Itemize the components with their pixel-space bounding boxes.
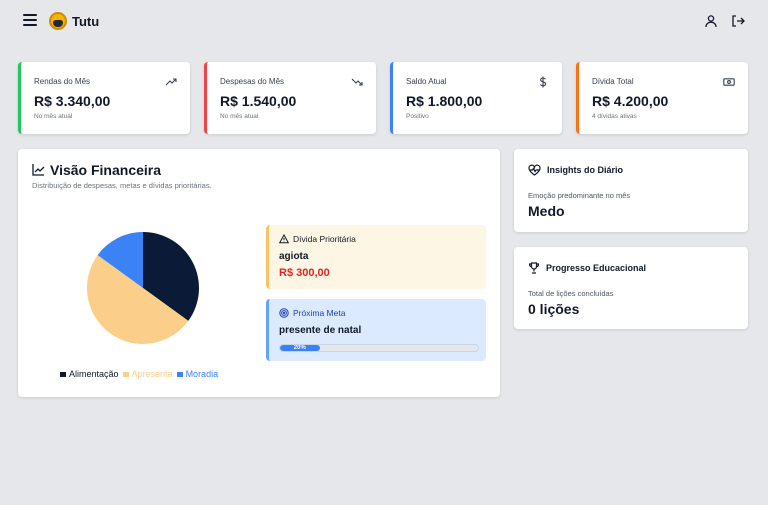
stat-value: R$ 1.540,00 — [220, 93, 297, 109]
education-label: Total de lições concluídas — [528, 289, 614, 298]
legend-label: Alimentação — [69, 369, 119, 379]
education-value: 0 lições — [528, 301, 580, 317]
priority-debt-box: Dívida Prioritária agiota R$ 300,00 — [266, 225, 486, 289]
legend-swatch — [176, 371, 183, 377]
line-chart-icon — [32, 164, 45, 176]
legend-item: Moradia — [176, 369, 219, 379]
app-logo — [49, 12, 67, 30]
banknote-icon — [723, 78, 735, 86]
logout-icon[interactable] — [731, 14, 745, 28]
legend-swatch — [60, 371, 66, 377]
stat-label: Despesas do Mês — [220, 77, 285, 86]
education-title: Progresso Educacional — [546, 263, 647, 273]
education-progress-card: Progresso Educacional Total de lições co… — [514, 247, 748, 329]
pie-slice-moradia — [97, 232, 143, 288]
next-goal-heading: Próxima Meta — [279, 308, 345, 318]
menu-icon[interactable] — [23, 14, 37, 26]
next-goal-box: Próxima Meta presente de natal 20% — [266, 299, 486, 361]
stat-card-income: Rendas do Mês R$ 3.340,00 No mês atual — [18, 62, 190, 134]
stat-label: Saldo Atual — [406, 77, 447, 86]
alert-triangle-icon — [279, 234, 289, 244]
trending-up-icon — [165, 78, 177, 86]
stat-subtext: Positivo — [406, 113, 429, 120]
financial-title: Visão Financeira — [50, 162, 162, 178]
stat-value: R$ 3.340,00 — [34, 93, 111, 109]
legend-label: Apresenta — [131, 369, 173, 379]
chart-legend: Alimentação Apresenta Moradia — [60, 369, 218, 379]
stat-subtext: No mês atual — [34, 113, 73, 120]
priority-debt-heading: Dívida Prioritária — [279, 234, 356, 244]
trophy-icon — [528, 262, 540, 274]
goal-progress-bar: 20% — [279, 344, 479, 352]
pie-slice-alimentação — [143, 232, 200, 321]
dollar-icon — [539, 76, 547, 88]
pie-slice-apresenta — [87, 255, 189, 344]
user-icon[interactable] — [704, 14, 718, 28]
stat-value: R$ 1.800,00 — [406, 93, 483, 109]
financial-subtitle: Distribuição de despesas, metas e dívida… — [32, 181, 212, 190]
top-bar: Tutu — [0, 0, 768, 44]
legend-item: Apresenta — [122, 369, 173, 379]
next-goal-name: presente de natal — [279, 325, 362, 336]
priority-debt-amount: R$ 300,00 — [279, 267, 330, 279]
insights-label: Emoção predominante no mês — [528, 191, 631, 200]
stat-subtext: No mês atual — [220, 113, 259, 120]
legend-item: Alimentação — [60, 369, 119, 379]
stat-card-balance: Saldo Atual R$ 1.800,00 Positivo — [390, 62, 562, 134]
stat-card-debt: Dívida Total R$ 4.200,00 4 dívidas ativa… — [576, 62, 748, 134]
education-heading: Progresso Educacional — [528, 262, 646, 274]
priority-debt-name: agiota — [279, 251, 309, 262]
heart-pulse-icon — [528, 164, 541, 176]
expense-pie-chart — [87, 232, 200, 344]
insights-value: Medo — [528, 203, 565, 219]
priority-debt-heading-text: Dívida Prioritária — [293, 234, 356, 244]
trending-down-icon — [351, 78, 363, 86]
app-title: Tutu — [72, 14, 100, 29]
legend-swatch — [122, 371, 129, 377]
stat-value: R$ 4.200,00 — [592, 93, 669, 109]
insights-heading: Insights do Diário — [528, 164, 623, 176]
stat-label: Rendas do Mês — [34, 77, 91, 86]
stat-subtext: 4 dívidas ativas — [592, 113, 637, 120]
stat-card-expenses: Despesas do Mês R$ 1.540,00 No mês atual — [204, 62, 376, 134]
financial-overview-card: Visão Financeira Distribuição de despesa… — [18, 149, 500, 397]
legend-label: Moradia — [185, 369, 219, 379]
goal-progress-fill: 20% — [280, 345, 320, 351]
target-icon — [279, 308, 289, 318]
diary-insights-card: Insights do Diário Emoção predominante n… — [514, 149, 748, 232]
next-goal-heading-text: Próxima Meta — [293, 308, 346, 318]
insights-title: Insights do Diário — [547, 165, 624, 175]
stat-label: Dívida Total — [592, 77, 634, 86]
